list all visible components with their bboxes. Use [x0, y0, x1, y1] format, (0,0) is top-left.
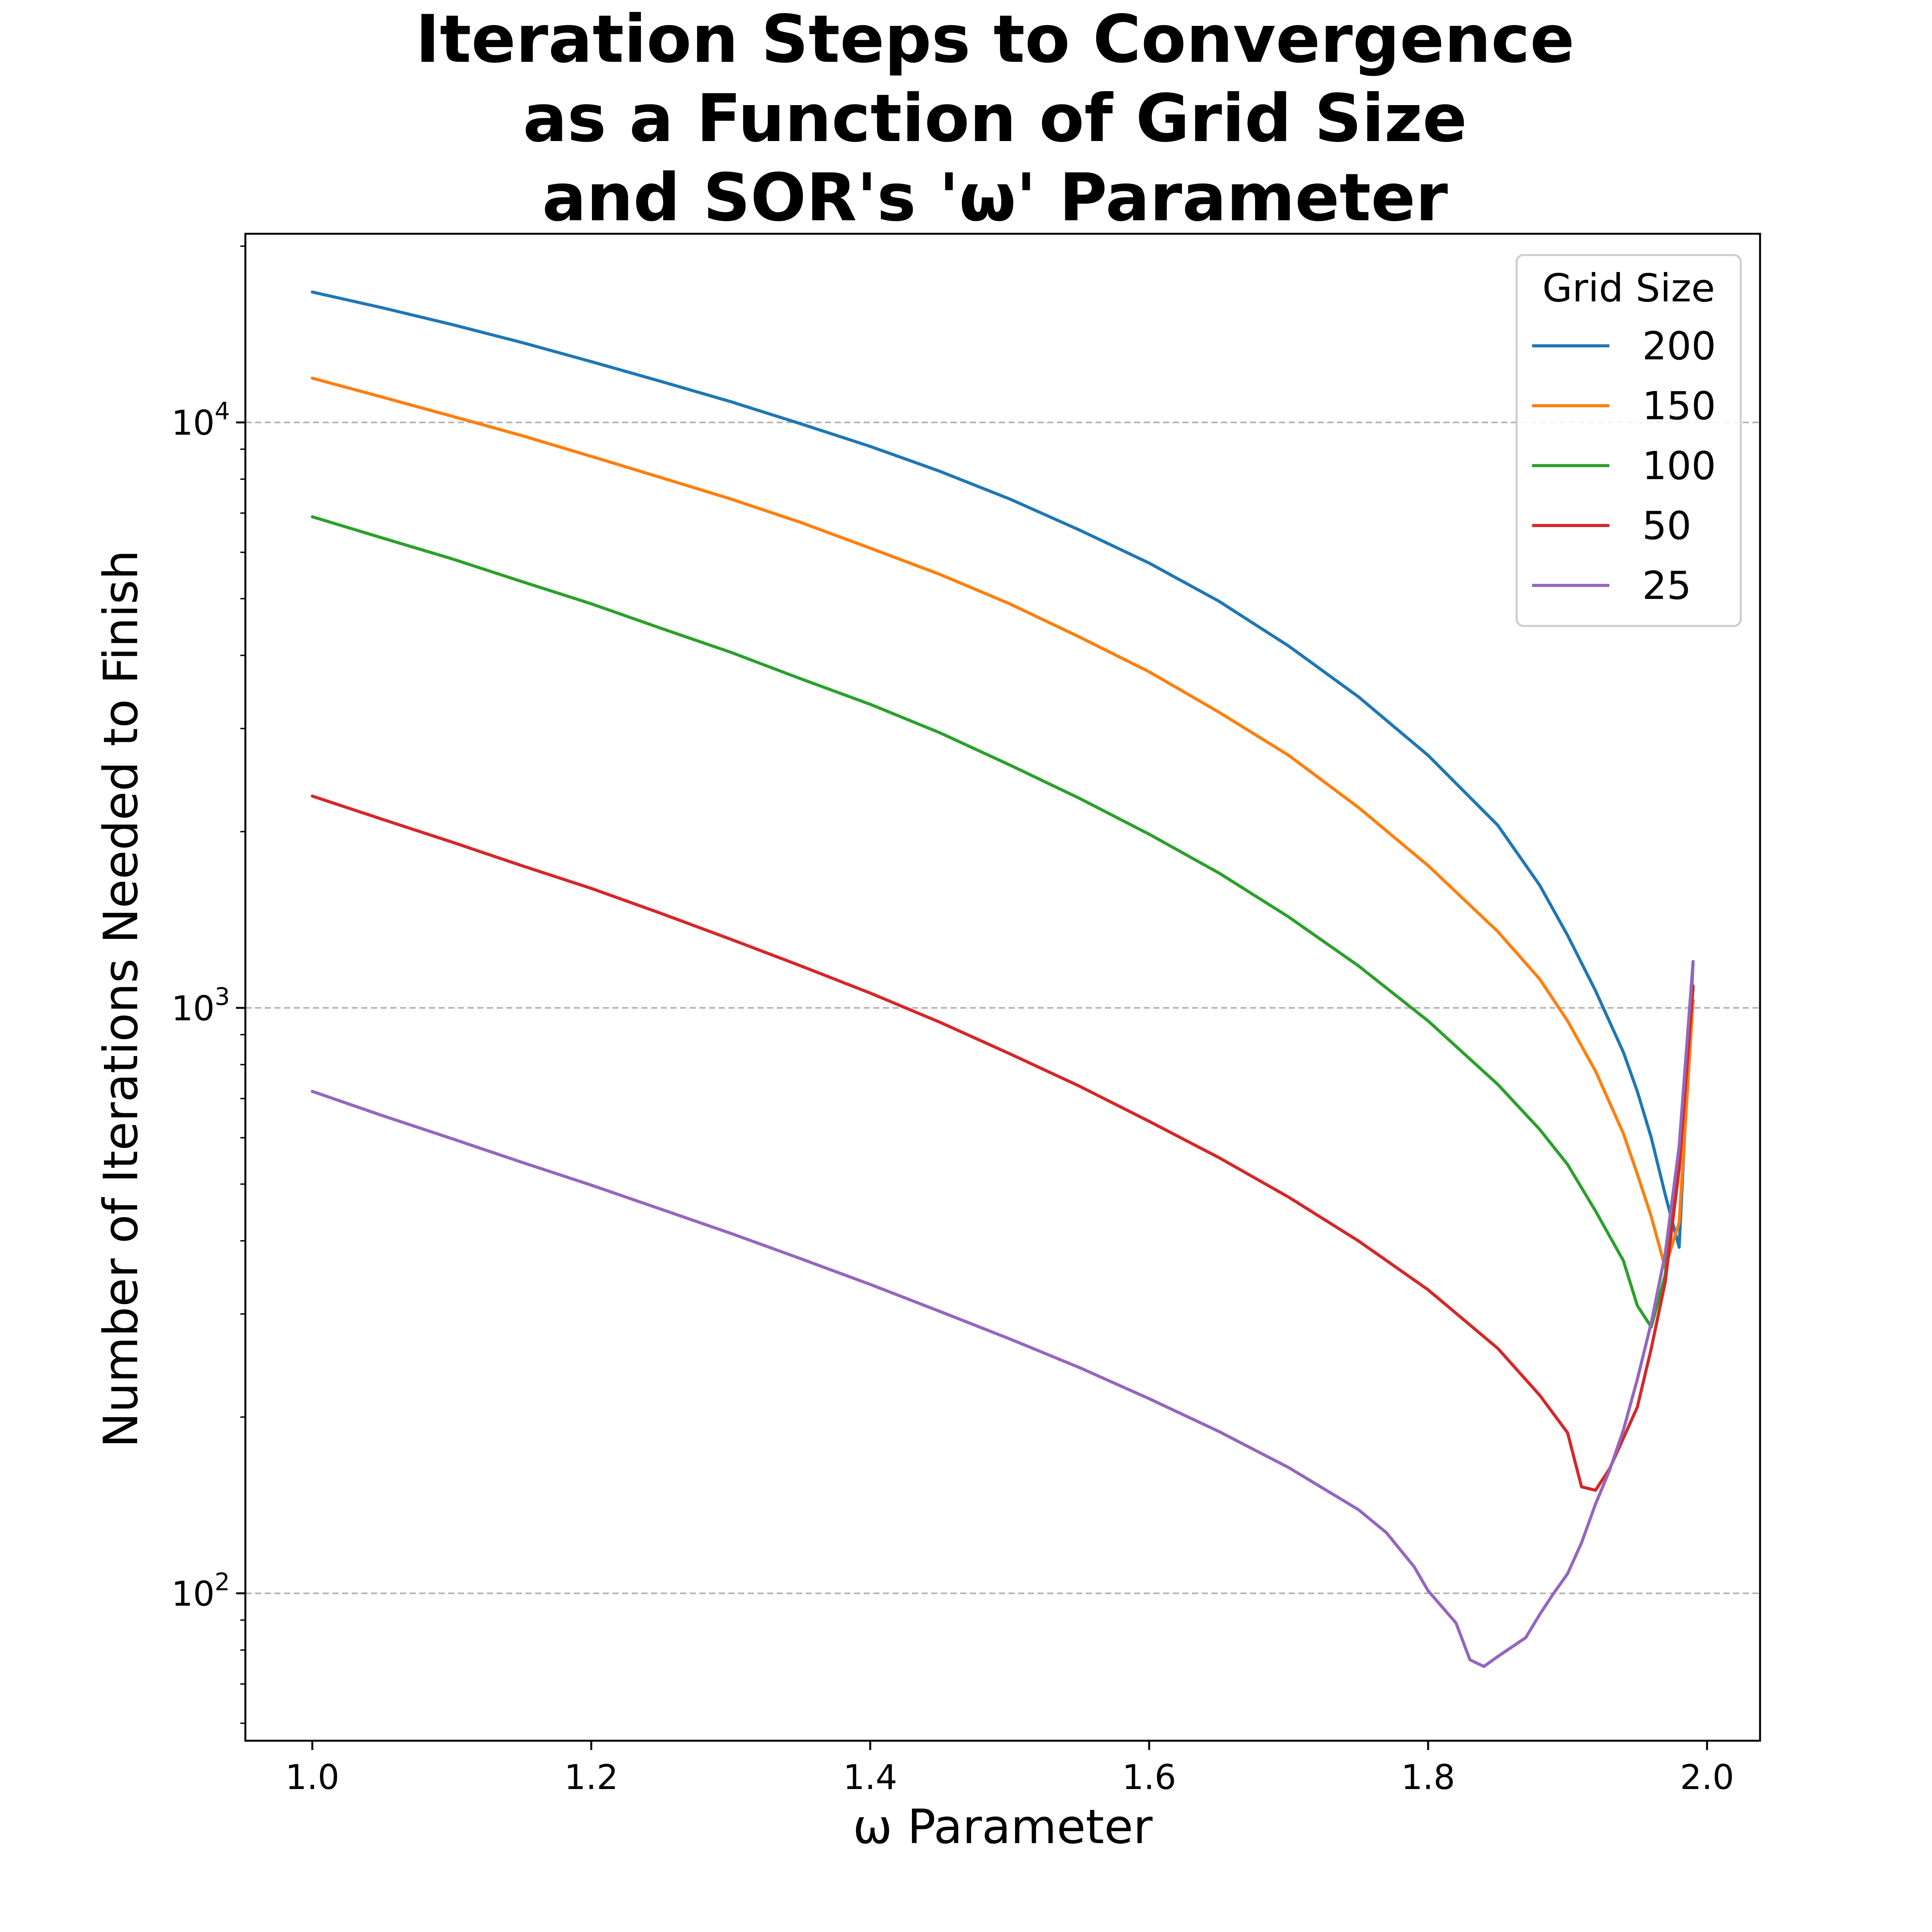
legend: Grid Size 200 150 100 50 25	[1515, 254, 1742, 627]
series-line-50	[311, 794, 1695, 1492]
legend-title: Grid Size	[1543, 265, 1715, 311]
x-tick-label: 1.2	[564, 1757, 618, 1797]
x-axis-ticks: 1.0 1.2 1.4 1.6 1.8 2.0	[285, 1741, 1734, 1797]
series-line-100	[311, 515, 1695, 1329]
legend-label-200: 200	[1642, 323, 1716, 369]
x-tick-label: 1.8	[1401, 1757, 1455, 1797]
series-lines	[311, 290, 1695, 1668]
y-tick-label: 103	[172, 982, 230, 1028]
chart-title-line-2: as a Function of Grid Size	[523, 80, 1467, 157]
chart-title-line-1: Iteration Steps to Convergence	[415, 1, 1575, 78]
series-line-25	[311, 960, 1695, 1668]
x-tick-label: 2.0	[1680, 1757, 1734, 1797]
plot-area-frame	[244, 233, 1761, 1742]
y-axis-ticks: 102 103 104	[172, 245, 245, 1724]
grid-lines	[245, 422, 1760, 1594]
legend-label-150: 150	[1642, 383, 1716, 429]
series-line-200	[311, 290, 1695, 1249]
legend-label-25: 25	[1642, 563, 1691, 608]
x-tick-label: 1.4	[843, 1757, 897, 1797]
legend-label-50: 50	[1642, 503, 1691, 548]
legend-label-100: 100	[1642, 443, 1716, 488]
legend-box	[1515, 254, 1742, 627]
series-line-150	[311, 376, 1695, 1269]
x-tick-label: 1.0	[285, 1757, 339, 1797]
chart-title-line-3: and SOR's 'ω' Parameter	[542, 160, 1448, 236]
y-tick-label: 104	[172, 397, 230, 443]
y-tick-label: 102	[172, 1568, 230, 1614]
legend-entries: 200 150 100 50 25	[1532, 323, 1716, 608]
y-axis-label: Number of Iterations Needed to Finish	[94, 550, 148, 1448]
x-tick-label: 1.6	[1122, 1757, 1176, 1797]
x-axis-label: ω Parameter	[853, 1799, 1153, 1854]
chart-title: Iteration Steps to Convergence as a Func…	[415, 1, 1575, 236]
